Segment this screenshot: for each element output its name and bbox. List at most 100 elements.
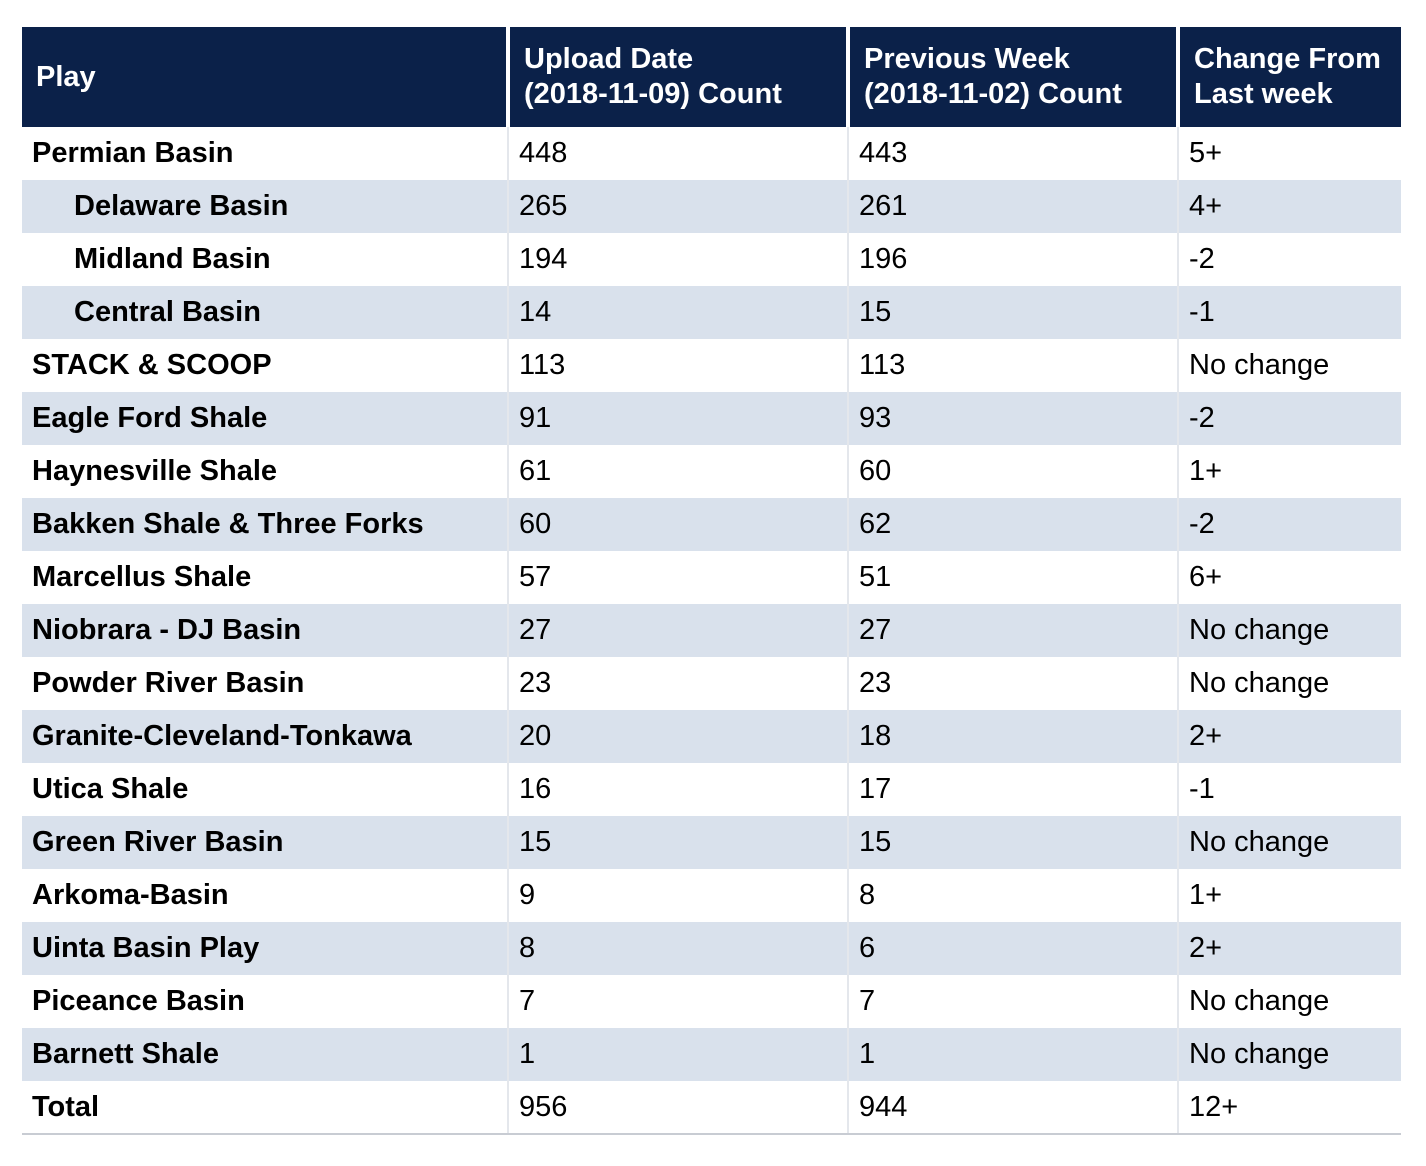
table-row: Arkoma-Basin 9 8 1+ [22,869,1401,922]
header-change: Change From Last week [1178,27,1401,127]
cell-play: Powder River Basin [22,657,508,710]
cell-previous-count: 1 [847,1028,1178,1081]
header-play: Play [22,27,510,127]
header-play-label: Play [36,60,96,93]
table-row: Delaware Basin 265 261 4+ [22,180,1401,233]
header-change-line1: Change From [1194,43,1381,75]
cell-play: Utica Shale [22,763,508,816]
table-row: Midland Basin 194 196 -2 [22,233,1401,286]
table-row: Piceance Basin 7 7 No change [22,975,1401,1028]
table-row: Utica Shale 16 17 -1 [22,763,1401,816]
table-body: Permian Basin 448 443 5+ Delaware Basin 265 26… [22,127,1401,1135]
cell-previous-count: 62 [847,498,1178,551]
cell-upload-count: 956 [507,1081,848,1135]
cell-play: Barnett Shale [22,1028,508,1081]
header-upload-line1: Upload Date [524,43,694,75]
cell-upload-count: 9 [507,869,848,922]
header-upload-line2: (2018-11-09) Count [524,78,782,110]
cell-upload-count: 14 [507,286,848,339]
cell-change: No change [1177,816,1401,869]
cell-change: 2+ [1177,710,1401,763]
cell-change: No change [1177,604,1401,657]
cell-previous-count: 443 [847,127,1178,180]
cell-upload-count: 448 [507,127,848,180]
table-row: Niobrara - DJ Basin 27 27 No change [22,604,1401,657]
header-row: Play Upload Date (2018-11-09) Count Prev… [22,27,1401,127]
table-row: Marcellus Shale 57 51 6+ [22,551,1401,604]
cell-play: Delaware Basin [22,180,508,233]
cell-play: Uinta Basin Play [22,922,508,975]
cell-change: -1 [1177,763,1401,816]
cell-play: Piceance Basin [22,975,508,1028]
cell-previous-count: 15 [847,816,1178,869]
cell-upload-count: 8 [507,922,848,975]
header-previous-line1: Previous Week [864,43,1070,75]
cell-play: Eagle Ford Shale [22,392,508,445]
cell-change: No change [1177,657,1401,710]
cell-play: Arkoma-Basin [22,869,508,922]
cell-upload-count: 1 [507,1028,848,1081]
table-row: Haynesville Shale 61 60 1+ [22,445,1401,498]
cell-upload-count: 194 [507,233,848,286]
cell-previous-count: 60 [847,445,1178,498]
header-previous-count: Previous Week (2018-11-02) Count [848,27,1180,127]
cell-play: Green River Basin [22,816,508,869]
cell-upload-count: 7 [507,975,848,1028]
table-row: Barnett Shale 1 1 No change [22,1028,1401,1081]
cell-change: 5+ [1177,127,1401,180]
cell-previous-count: 261 [847,180,1178,233]
rig-count-table: Play Upload Date (2018-11-09) Count Prev… [22,27,1401,1135]
cell-play: Total [22,1081,508,1135]
cell-change: 12+ [1177,1081,1401,1135]
cell-change: -1 [1177,286,1401,339]
cell-change: 4+ [1177,180,1401,233]
header-previous-line2: (2018-11-02) Count [864,78,1122,110]
cell-change: No change [1177,975,1401,1028]
cell-play: Bakken Shale & Three Forks [22,498,508,551]
cell-play: Midland Basin [22,233,508,286]
cell-previous-count: 93 [847,392,1178,445]
cell-upload-count: 20 [507,710,848,763]
cell-previous-count: 8 [847,869,1178,922]
table-row: Uinta Basin Play 8 6 2+ [22,922,1401,975]
table-row: Powder River Basin 23 23 No change [22,657,1401,710]
cell-play: Marcellus Shale [22,551,508,604]
cell-play: Central Basin [22,286,508,339]
cell-upload-count: 60 [507,498,848,551]
cell-change: 1+ [1177,869,1401,922]
cell-change: -2 [1177,392,1401,445]
table-row: Bakken Shale & Three Forks 60 62 -2 [22,498,1401,551]
table-row: Granite-Cleveland-Tonkawa 20 18 2+ [22,710,1401,763]
cell-upload-count: 23 [507,657,848,710]
header-change-line2: Last week [1194,78,1333,110]
cell-play: STACK & SCOOP [22,339,508,392]
cell-previous-count: 23 [847,657,1178,710]
cell-upload-count: 57 [507,551,848,604]
cell-upload-count: 27 [507,604,848,657]
cell-previous-count: 27 [847,604,1178,657]
cell-upload-count: 265 [507,180,848,233]
cell-change: 1+ [1177,445,1401,498]
cell-upload-count: 61 [507,445,848,498]
cell-previous-count: 7 [847,975,1178,1028]
cell-upload-count: 91 [507,392,848,445]
cell-upload-count: 16 [507,763,848,816]
cell-play: Granite-Cleveland-Tonkawa [22,710,508,763]
cell-change: 6+ [1177,551,1401,604]
cell-previous-count: 944 [847,1081,1178,1135]
cell-previous-count: 51 [847,551,1178,604]
table-row: Permian Basin 448 443 5+ [22,127,1401,180]
cell-change: No change [1177,1028,1401,1081]
cell-previous-count: 196 [847,233,1178,286]
header-upload-count: Upload Date (2018-11-09) Count [508,27,850,127]
cell-previous-count: 15 [847,286,1178,339]
cell-change: 2+ [1177,922,1401,975]
cell-play: Permian Basin [22,127,508,180]
cell-upload-count: 15 [507,816,848,869]
table-row: Green River Basin 15 15 No change [22,816,1401,869]
table-row: Central Basin 14 15 -1 [22,286,1401,339]
cell-change: -2 [1177,233,1401,286]
cell-previous-count: 6 [847,922,1178,975]
table-row: Eagle Ford Shale 91 93 -2 [22,392,1401,445]
cell-change: No change [1177,339,1401,392]
